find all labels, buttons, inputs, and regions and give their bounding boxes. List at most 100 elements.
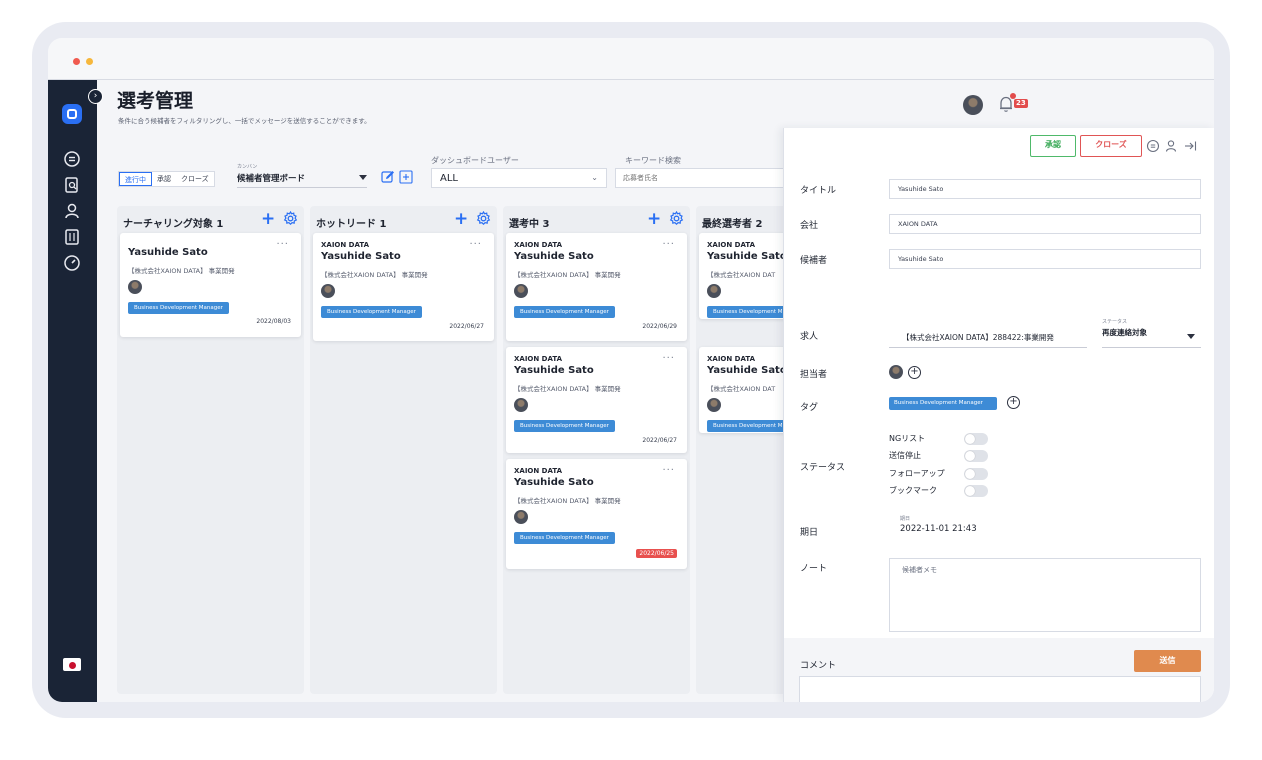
app-logo-icon[interactable] (62, 104, 82, 124)
follow-up-toggle[interactable] (964, 468, 988, 480)
card-job-title: 【株式会社XAION DAT (707, 385, 776, 393)
card-tag: Business Development Manager (514, 306, 615, 318)
sidebar-item-dashboard[interactable] (63, 254, 81, 272)
candidate-card[interactable]: ··· XAION DATA Yasuhide Sato 【株式会社XAION … (506, 233, 687, 341)
bookmark-toggle[interactable] (964, 485, 988, 497)
bookmark-label: ブックマーク (889, 486, 937, 495)
stage-select[interactable]: 再度連絡対象 (1102, 328, 1147, 337)
sidebar-expand-button[interactable]: › (88, 89, 103, 104)
due-date-label: 期日 (800, 528, 819, 538)
notification-dot (1010, 93, 1016, 99)
more-options-icon[interactable]: ··· (662, 353, 675, 364)
title-field[interactable]: Yasuhide Sato (889, 179, 1201, 199)
japan-flag-icon[interactable] (63, 658, 81, 671)
ng-list-toggle[interactable] (964, 433, 988, 445)
approve-button[interactable]: 承認 (1030, 135, 1076, 157)
add-tag-icon[interactable]: + (1007, 396, 1020, 409)
card-company: XAION DATA (707, 355, 755, 363)
app-window: › 選考管理 条件に合う候補者をフィルタリングし、一括でメッセージを送信すること… (48, 38, 1214, 702)
card-tag: Business Development Manager (128, 302, 229, 314)
card-candidate-name: Yasuhide Sato (514, 365, 594, 376)
sidebar-item-candidates[interactable] (63, 202, 81, 220)
person-icon[interactable] (1164, 138, 1178, 152)
candidate-card[interactable]: ··· XAION DATA Yasuhide Sato 【株式会社XAION … (313, 233, 494, 341)
add-card-button[interactable]: + (454, 209, 469, 229)
window-minimize-dot[interactable] (86, 58, 93, 65)
card-avatar (514, 510, 528, 524)
job-select[interactable]: 【株式会社XAION DATA】288422:事業開発 (902, 333, 1054, 342)
message-icon[interactable] (1146, 138, 1160, 153)
person-icon (65, 203, 79, 219)
close-candidate-button[interactable]: クローズ (1080, 135, 1142, 157)
status-filter-tabs: 進行中 承認 クローズ (118, 171, 215, 187)
send-button[interactable]: 送信 (1134, 650, 1201, 672)
candidate-card[interactable]: ··· XAION DATA Yasuhide Sato 【株式会社XAION … (506, 347, 687, 453)
card-candidate-name: Yasuhide Sato (514, 251, 594, 262)
chevron-down-icon: ⌄ (591, 173, 598, 182)
keyword-search-input[interactable] (615, 168, 785, 188)
sidebar-item-companies[interactable] (63, 228, 81, 246)
company-field[interactable]: XAION DATA (889, 214, 1201, 234)
card-job-title: 【株式会社XAION DATA】 事業開発 (128, 267, 235, 275)
caret-down-icon[interactable] (359, 175, 367, 180)
user-avatar[interactable] (963, 95, 983, 115)
job-select-underline (889, 347, 1087, 348)
add-assignee-icon[interactable]: + (908, 366, 921, 379)
candidate-card[interactable]: ··· XAION DATA Yasuhide Sato 【株式会社XAION … (506, 459, 687, 569)
more-options-icon[interactable]: ··· (276, 239, 289, 250)
stage-select-label: ステータス (1102, 319, 1128, 325)
tab-closed[interactable]: クローズ (181, 175, 209, 183)
collapse-panel-icon[interactable] (1183, 138, 1197, 152)
company-label: 会社 (800, 221, 819, 231)
candidate-tag[interactable]: Business Development Manager (889, 397, 997, 410)
edit-board-icon[interactable] (381, 169, 395, 183)
card-avatar (514, 284, 528, 298)
kanban-select-label: カンバン (237, 164, 258, 170)
more-options-icon[interactable]: ··· (469, 239, 482, 250)
sidebar-item-search[interactable] (63, 176, 81, 194)
gear-icon[interactable] (669, 210, 684, 226)
candidate-card[interactable]: ··· Yasuhide Sato 【株式会社XAION DATA】 事業開発 … (120, 233, 301, 337)
add-card-button[interactable]: + (647, 209, 662, 229)
card-company: XAION DATA (514, 467, 562, 475)
follow-up-label: フォローアップ (889, 469, 945, 478)
candidate-field[interactable]: Yasuhide Sato (889, 249, 1201, 269)
more-options-icon[interactable]: ··· (662, 239, 675, 250)
comment-input[interactable] (799, 676, 1201, 702)
building-icon (65, 229, 79, 245)
dashboard-user-select[interactable]: ALL ⌄ (431, 168, 607, 188)
comment-label: コメント (800, 661, 837, 671)
status-label: ステータス (800, 463, 846, 473)
assignee-avatar[interactable] (889, 365, 903, 379)
card-candidate-name: Yasuhide Sato (128, 247, 208, 258)
card-candidate-name: Yasuhide Sato (514, 477, 594, 488)
gear-icon[interactable] (476, 210, 491, 226)
card-tag: Business Development Manager (514, 532, 615, 544)
card-avatar (707, 284, 721, 298)
sidebar-item-messages[interactable] (63, 150, 81, 168)
card-avatar (707, 398, 721, 412)
note-label: ノート (800, 564, 828, 574)
card-date: 2022/08/03 (256, 318, 291, 325)
comment-section: コメント 送信 (784, 638, 1214, 702)
gear-icon[interactable] (283, 210, 298, 226)
add-card-button[interactable]: + (261, 209, 276, 229)
dashboard-user-label: ダッシュボードユーザー (431, 156, 519, 165)
add-board-icon[interactable] (399, 169, 413, 184)
card-date: 2022/06/27 (642, 437, 677, 444)
bell-icon[interactable] (998, 95, 1014, 113)
note-textarea[interactable]: 候補者メモ (889, 558, 1201, 632)
more-options-icon[interactable]: ··· (662, 465, 675, 476)
card-job-title: 【株式会社XAION DATA】 事業開発 (514, 497, 621, 505)
caret-down-icon[interactable] (1187, 334, 1195, 339)
card-company: XAION DATA (321, 241, 369, 249)
card-tag: Business Development M (707, 306, 789, 318)
due-date-field[interactable]: 2022-11-01 21:43 (900, 524, 977, 534)
kanban-column-nurturing: ナーチャリング対象 1 + ··· Yasuhide Sato 【株式会社XAI… (117, 206, 304, 694)
card-avatar (321, 284, 335, 298)
kanban-select[interactable]: 候補者管理ボード (237, 174, 306, 184)
tab-approved[interactable]: 承認 (157, 175, 171, 183)
window-close-dot[interactable] (73, 58, 80, 65)
stop-sending-toggle[interactable] (964, 450, 988, 462)
tab-in-progress[interactable]: 進行中 (119, 172, 152, 186)
